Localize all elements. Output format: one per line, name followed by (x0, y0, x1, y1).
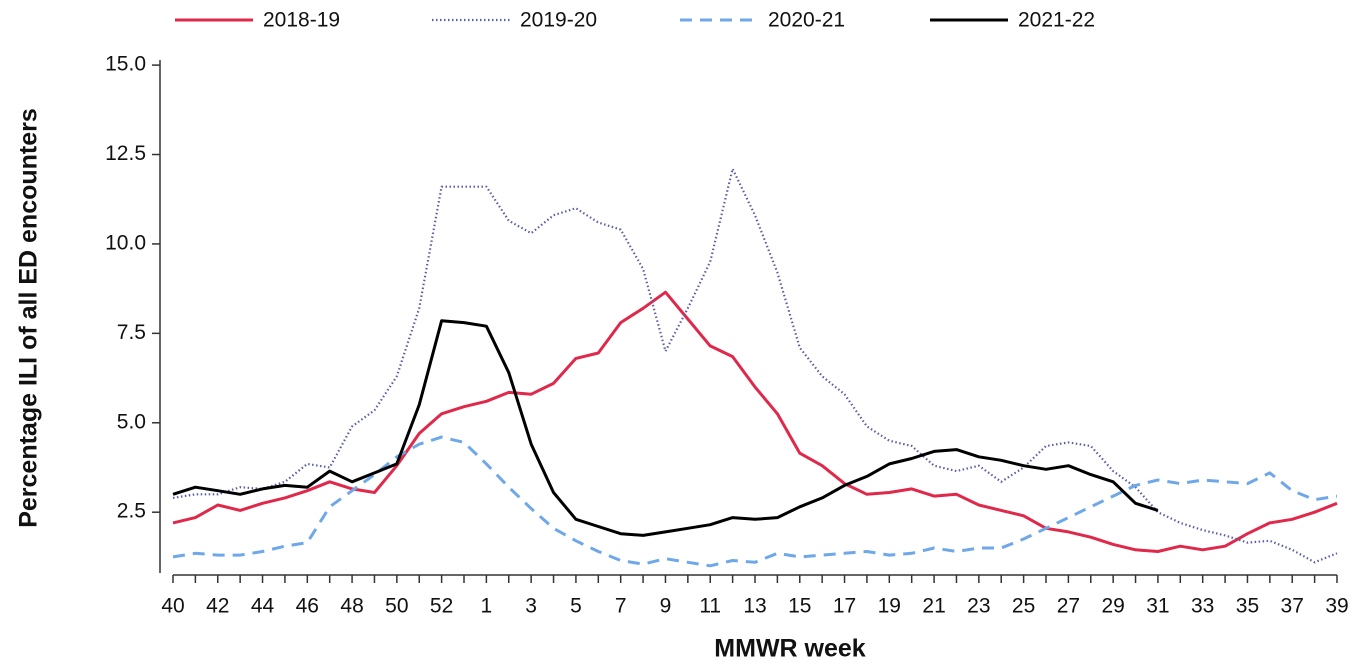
x-tick-label: 19 (878, 595, 901, 618)
y-tick-label: 15.0 (105, 53, 146, 76)
legend-label: 2019-20 (520, 9, 597, 32)
y-tick-label: 7.5 (117, 321, 146, 344)
x-tick-label: 17 (833, 595, 856, 618)
x-tick-label: 11 (699, 595, 721, 618)
x-tick-label: 44 (251, 595, 275, 618)
x-tick-label: 33 (1191, 595, 1214, 618)
legend-label: 2020-21 (768, 9, 845, 32)
x-tick-label: 9 (660, 595, 672, 618)
x-tick-label: 3 (525, 595, 537, 618)
legend-label: 2018-19 (263, 9, 340, 32)
legend-label: 2021-22 (1018, 9, 1095, 32)
x-tick-label: 29 (1101, 595, 1124, 618)
x-tick-label: 50 (385, 595, 408, 618)
x-tick-label: 1 (481, 595, 493, 618)
x-tick-label: 5 (570, 595, 582, 618)
y-tick-label: 5.0 (117, 410, 146, 433)
x-tick-label: 23 (967, 595, 990, 618)
x-tick-label: 40 (161, 595, 184, 618)
x-tick-label: 48 (340, 595, 363, 618)
line-series (172, 319, 1159, 537)
line-series (172, 435, 1338, 568)
line-series (172, 290, 1338, 553)
x-tick-label: 13 (743, 595, 766, 618)
x-tick-label: 52 (430, 595, 453, 618)
x-tick-label: 25 (1012, 595, 1035, 618)
x-tick-label: 39 (1325, 595, 1348, 618)
y-tick-label: 12.5 (105, 142, 146, 165)
x-tick-label: 35 (1236, 595, 1259, 618)
x-tick-label: 15 (788, 595, 811, 618)
x-axis-title: MMWR week (714, 635, 866, 663)
line-series (172, 167, 1338, 564)
x-tick-label: 37 (1281, 595, 1304, 618)
x-tick-label: 27 (1057, 595, 1080, 618)
y-tick-label: 2.5 (117, 500, 146, 523)
x-tick-label: 31 (1146, 595, 1169, 618)
x-tick-label: 21 (922, 595, 945, 618)
y-axis-title: Percentage ILI of all ED encounters (15, 108, 43, 528)
x-tick-label: 7 (615, 595, 627, 618)
y-tick-label: 10.0 (105, 231, 146, 254)
x-tick-label: 42 (206, 595, 229, 618)
x-tick-label: 46 (296, 595, 319, 618)
